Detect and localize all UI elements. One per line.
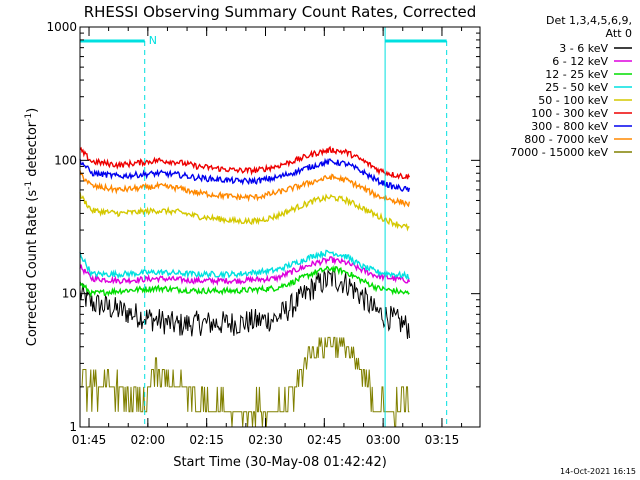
y-tick-label: 10 <box>62 287 77 301</box>
legend-header-line-2: Att 0 <box>606 27 632 40</box>
chart-title: RHESSI Observing Summary Count Rates, Co… <box>84 3 477 21</box>
y-axis-label: Corrected Count Rate (s-1 detector-1) <box>24 108 40 346</box>
series-line <box>79 157 411 192</box>
plot-frame <box>79 26 481 428</box>
series-line <box>79 192 410 232</box>
legend-label: 25 - 50 keV <box>545 81 608 94</box>
series-line <box>80 336 410 428</box>
legend-label: 300 - 800 keV <box>531 120 608 133</box>
x-axis-label: Start Time (30-May-08 01:42:42) <box>173 455 387 470</box>
legend-label: 50 - 100 keV <box>538 94 608 107</box>
x-tick-label: 02:30 <box>248 433 283 447</box>
x-tick-label: 02:45 <box>307 433 342 447</box>
legend-label: 3 - 6 keV <box>559 42 608 55</box>
attenuator-label: N <box>149 34 157 47</box>
series-group <box>79 145 411 428</box>
x-tick-label: 03:15 <box>425 433 460 447</box>
legend-header-line-1: Det 1,3,4,5,6,9, <box>546 14 632 27</box>
legend-label: 12 - 25 keV <box>545 68 608 81</box>
y-tick-label: 100 <box>54 153 77 167</box>
legend-label: 100 - 300 keV <box>531 107 608 120</box>
y-tick-label: 1 <box>69 420 77 434</box>
x-axis: 01:45 02:00 02:15 02:30 02:45 03:00 03:15 <box>72 27 463 447</box>
series-line <box>79 269 410 339</box>
series-line <box>79 170 411 208</box>
x-tick-label: 01:45 <box>72 433 107 447</box>
legend-label: 800 - 7000 keV <box>524 133 608 146</box>
series-line <box>79 145 411 180</box>
legend-label: 7000 - 15000 keV <box>510 146 608 159</box>
y-axis: 1 10 100 1000 <box>46 20 480 434</box>
generation-timestamp: 14-Oct-2021 16:15 <box>560 467 636 476</box>
x-tick-label: 02:00 <box>131 433 166 447</box>
y-tick-label: 1000 <box>46 20 77 34</box>
x-tick-label: 03:00 <box>366 433 401 447</box>
legend-label: 6 - 12 keV <box>552 55 608 68</box>
x-tick-label: 02:15 <box>189 433 224 447</box>
series-line <box>79 249 410 280</box>
series-line <box>79 264 410 298</box>
